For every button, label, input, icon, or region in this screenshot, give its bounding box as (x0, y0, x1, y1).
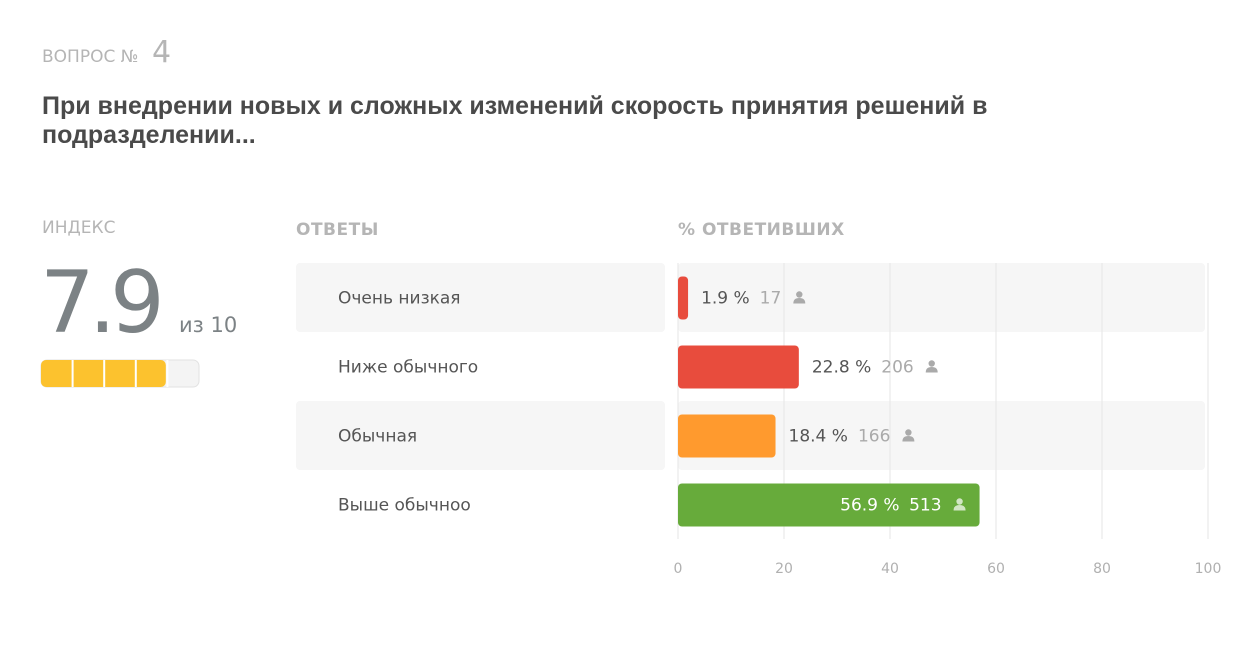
question-label: ВОПРОС № (42, 47, 138, 67)
count-label: 166 (858, 427, 890, 447)
person-icon (793, 291, 806, 304)
value-label: 18.4 % (789, 427, 848, 447)
person-body (953, 505, 966, 511)
answer-label: Очень низкая (338, 289, 461, 309)
index-value: 7.9 (40, 253, 159, 353)
answers-header: ОТВЕТЫ (296, 220, 379, 240)
value-label: 1.9 % (701, 289, 750, 309)
x-tick-label: 60 (987, 561, 1005, 577)
x-tick-label: 20 (775, 561, 793, 577)
chart-row-bg (678, 263, 1205, 332)
value-label: 56.9 % (840, 496, 899, 516)
chart-title: % ОТВЕТИВШИХ (678, 220, 845, 240)
count-label: 17 (760, 289, 782, 309)
person-head (905, 429, 912, 436)
answer-label: Ниже обычного (338, 358, 478, 378)
x-tick-label: 40 (881, 561, 899, 577)
index-max: из 10 (179, 313, 237, 337)
x-tick-label: 80 (1093, 561, 1111, 577)
count-label: 513 (909, 496, 941, 516)
answer-label: Обычная (338, 427, 417, 447)
person-body (793, 298, 806, 304)
person-body (902, 436, 915, 442)
person-body (925, 367, 938, 373)
person-icon (925, 360, 938, 373)
value-label: 22.8 % (812, 358, 871, 378)
person-head (956, 498, 963, 505)
index-label: ИНДЕКС (42, 218, 115, 238)
bar (678, 414, 776, 458)
answer-row-bg (296, 263, 665, 332)
x-tick-label: 100 (1195, 561, 1222, 577)
person-head (796, 291, 803, 298)
bar (678, 345, 799, 389)
chart-row-bg (678, 401, 1205, 470)
answer-label: Выше обычноо (338, 496, 471, 516)
question-number: 4 (152, 35, 171, 70)
bar (678, 483, 980, 527)
x-tick-label: 0 (674, 561, 683, 577)
person-icon (902, 429, 915, 442)
count-label: 206 (881, 358, 913, 378)
answer-row-bg (296, 401, 665, 470)
person-icon (953, 498, 966, 511)
person-head (928, 360, 935, 367)
bar (678, 276, 689, 320)
question-title: При внедрении новых и сложных изменений … (42, 92, 988, 149)
